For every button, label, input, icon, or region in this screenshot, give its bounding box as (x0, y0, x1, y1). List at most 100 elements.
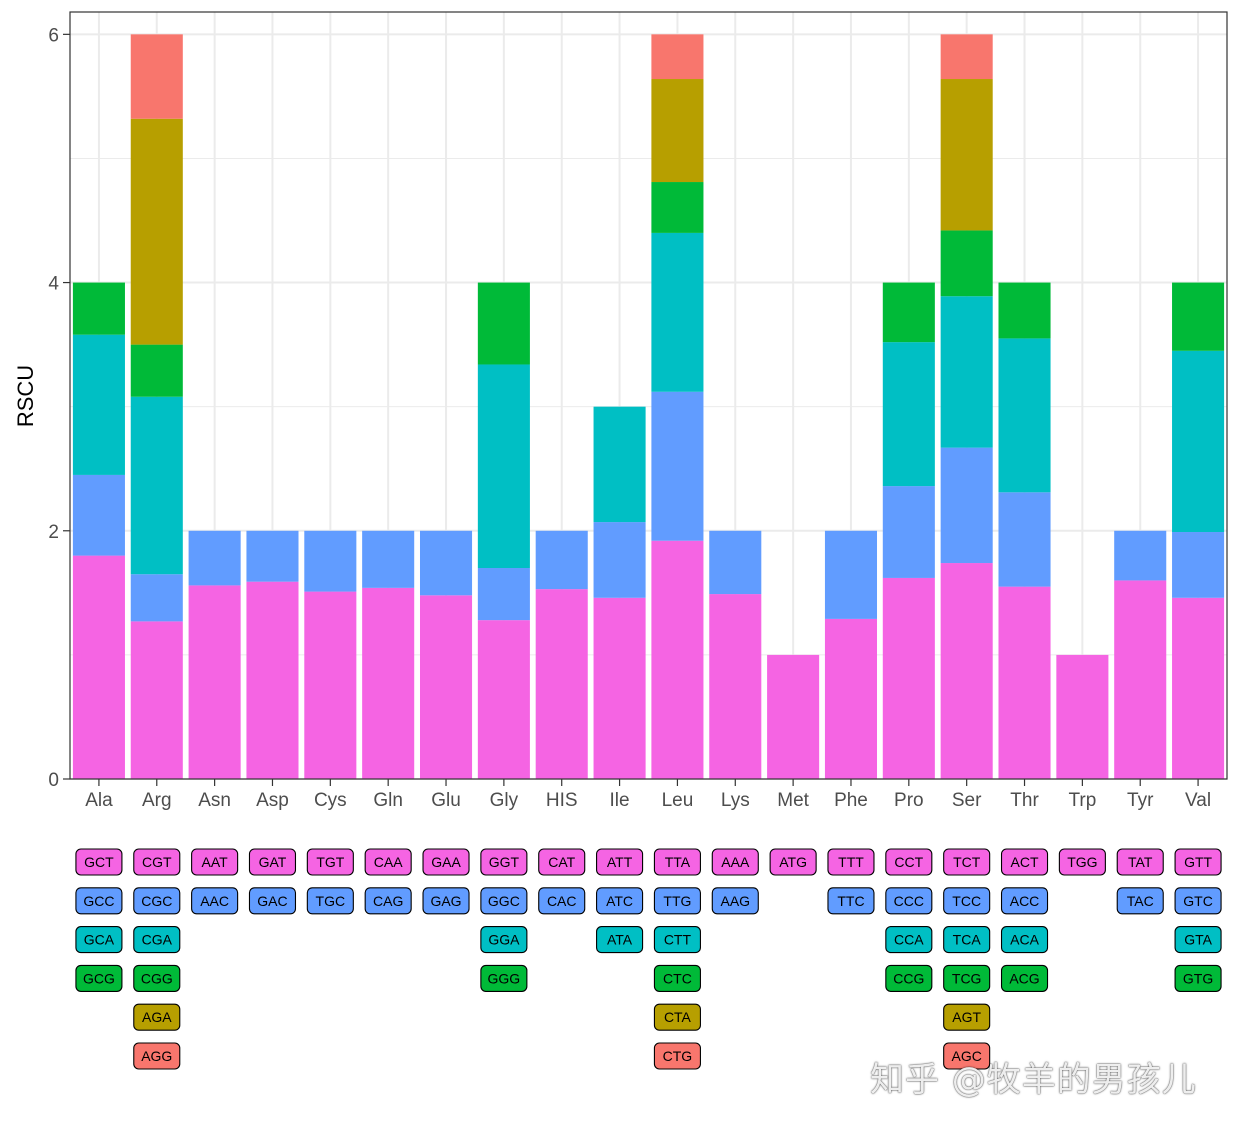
bar-segment-TCC (940, 447, 993, 564)
bar-segment-GGT (477, 620, 530, 779)
codon-label: GAC (257, 893, 287, 909)
codon-label-box (653, 887, 701, 915)
x-tick-label: Ala (85, 790, 113, 811)
codon-label-box (1174, 926, 1222, 954)
codon-label: ACG (1009, 970, 1039, 986)
codon-label-box (827, 887, 875, 915)
codon-label-box (653, 848, 701, 876)
codon-label: TGG (1067, 854, 1097, 870)
bar-segment-GCC (72, 474, 125, 556)
codon-label: CTG (663, 1048, 693, 1064)
bar-segment-GAG (419, 530, 473, 596)
codon-label-box (653, 926, 701, 954)
bar-segment-TAT (1114, 580, 1167, 779)
codon-label: TCA (953, 932, 982, 948)
codon-label: GGT (489, 854, 520, 870)
bar-segment-GTT (1172, 597, 1225, 779)
codon-label: CGT (142, 854, 172, 870)
codon-label-box (653, 964, 701, 992)
codon-label-box (306, 848, 354, 876)
x-tick-label: Trp (1068, 790, 1096, 811)
codon-label: AGA (142, 1009, 172, 1025)
codon-label-box (885, 926, 933, 954)
codon-label-box (191, 848, 239, 876)
bar-segment-AGG (130, 34, 183, 119)
codon-label-box (480, 926, 528, 954)
codon-label: AGG (141, 1048, 172, 1064)
bar-segment-CGC (130, 574, 183, 622)
bar-segment-TAC (1114, 530, 1167, 581)
codon-label: TCT (953, 854, 981, 870)
codon-label: AGT (952, 1009, 981, 1025)
codon-label: ATC (606, 893, 633, 909)
codon-label-box (1116, 848, 1164, 876)
codon-label-box (364, 887, 412, 915)
bar-segment-TTA (651, 540, 704, 779)
x-tick-label: Lys (721, 790, 750, 811)
codon-label: AAG (720, 893, 750, 909)
bar-segment-ATT (593, 597, 646, 779)
codon-label-box (422, 887, 470, 915)
y-axis-title: RSCU (13, 365, 38, 427)
bar-segment-AAC (188, 530, 241, 586)
codon-label-box (306, 887, 354, 915)
y-tick-label: 2 (48, 522, 59, 543)
bar-segment-ACT (998, 586, 1051, 779)
x-tick-label: Val (1185, 790, 1211, 811)
codon-label: CCT (894, 854, 923, 870)
bar-segment-CCC (882, 486, 935, 578)
codon-label-box (1058, 848, 1106, 876)
bar-segment-TCG (940, 230, 993, 297)
x-tick-label: Phe (834, 790, 868, 811)
bar-segment-CTG (651, 34, 704, 80)
codon-label: GCC (83, 893, 114, 909)
bar-segment-GAC (246, 530, 299, 582)
bar-segment-GGG (477, 282, 530, 365)
codon-table: GCT GCC GCA GCG CGT CGC CGA CGG AGA AGG AAT AAC GAT G… (75, 848, 1222, 1070)
codon-label-box (248, 887, 297, 915)
y-axis: 0 2 4 6 (48, 25, 70, 791)
codon-label: CCC (894, 893, 924, 909)
codon-label-box (133, 848, 181, 876)
codon-label: AAA (721, 854, 750, 870)
codon-label-box (538, 887, 586, 915)
codon-label-box (1174, 848, 1222, 876)
codon-label-box (1116, 887, 1164, 915)
x-tick-label: Gly (490, 790, 519, 811)
codon-label: GAG (430, 893, 461, 909)
codon-label: ATG (779, 854, 807, 870)
codon-label-box (943, 1003, 991, 1031)
codon-label-box (191, 887, 239, 915)
bar-segment-ATA (593, 406, 646, 523)
x-tick-label: Glu (431, 790, 461, 811)
codon-label-box (538, 848, 586, 876)
bar-segment-CCA (882, 342, 935, 487)
codon-label: TTC (837, 893, 864, 909)
bar-segment-GGA (477, 364, 530, 569)
codon-label: CGC (141, 893, 172, 909)
x-tick-label: Tyr (1127, 790, 1154, 811)
codon-label: ACC (1010, 893, 1040, 909)
codon-label-box (480, 964, 528, 992)
bar-segment-ACC (998, 492, 1051, 587)
codon-label-box (943, 926, 991, 954)
bar-segment-GCG (72, 282, 125, 335)
codon-label: TCG (952, 970, 982, 986)
codon-label-box (75, 887, 123, 915)
codon-label: CAC (547, 893, 577, 909)
codon-label-box (943, 848, 991, 876)
x-tick-label: Ile (610, 790, 630, 811)
codon-label: CTT (664, 932, 692, 948)
bar-segment-ATG (767, 654, 820, 779)
codon-label: CGA (142, 932, 173, 948)
bar-segment-GGC (477, 568, 530, 621)
x-tick-label: Leu (662, 790, 694, 811)
codon-label: TAC (1127, 893, 1154, 909)
bar-segment-TGT (304, 591, 357, 779)
x-tick-label: Arg (142, 790, 172, 811)
codon-label: CAT (548, 854, 575, 870)
bar-segment-TTC (824, 530, 878, 619)
x-tick-label: Asn (198, 790, 231, 811)
codon-label: TAT (1128, 854, 1153, 870)
bar-segment-CAG (362, 530, 415, 588)
